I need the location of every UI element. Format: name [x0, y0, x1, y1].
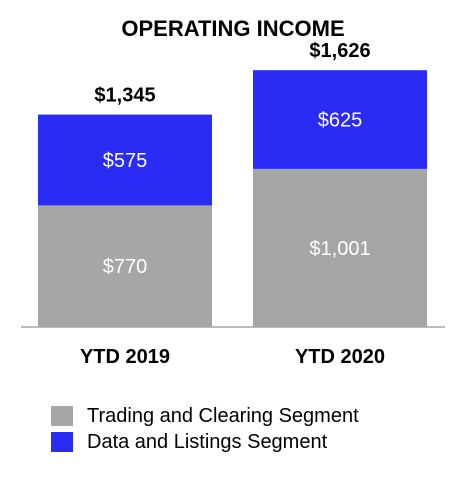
stacked-bar-chart: $770 $575 $1,345 YTD 2019 $1,001 $625 $1,626 YT…	[21, 40, 445, 368]
legend-label: Data and Listings Segment	[87, 430, 328, 453]
bar-value-label: $1,001	[309, 238, 370, 260]
legend-item: Data and Listings Segment	[51, 429, 359, 455]
bar-total-label: $1,626	[309, 40, 370, 62]
bar-segment	[38, 114, 212, 206]
bar-total-label: $1,345	[94, 85, 155, 107]
bar-segment	[253, 168, 427, 327]
legend-swatch	[51, 432, 73, 452]
bar-value-label: $575	[103, 150, 148, 172]
legend: Trading and Clearing Segment Data and Lis…	[51, 403, 359, 455]
legend-item: Trading and Clearing Segment	[51, 403, 359, 429]
bar-segment	[253, 70, 427, 169]
chart-title: OPERATING INCOME	[121, 16, 345, 41]
bar-segment	[38, 205, 212, 327]
legend-label: Trading and Clearing Segment	[87, 404, 359, 427]
bar-value-label: $770	[103, 256, 148, 278]
x-tick-label: YTD 2020	[295, 346, 385, 368]
bar-value-label: $625	[318, 110, 363, 132]
x-tick-label: YTD 2019	[80, 346, 170, 368]
legend-swatch	[51, 406, 73, 426]
